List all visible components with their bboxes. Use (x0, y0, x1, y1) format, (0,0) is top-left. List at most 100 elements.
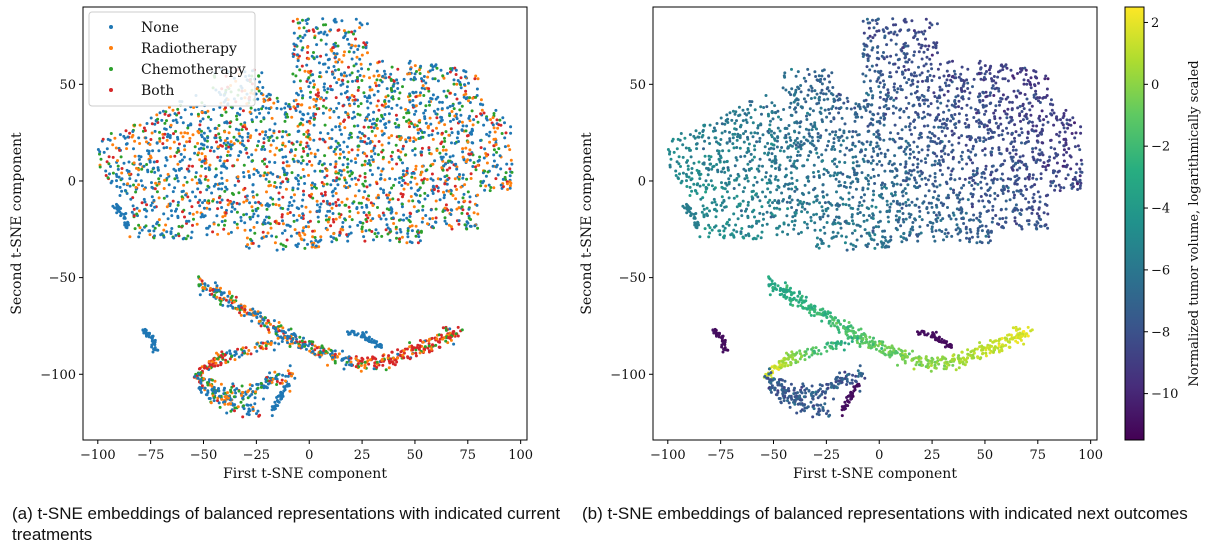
data-point (957, 99, 961, 103)
data-point (1078, 148, 1082, 152)
data-point (463, 75, 467, 79)
data-point (137, 136, 141, 140)
data-point (238, 311, 242, 315)
data-point (382, 213, 386, 217)
data-point (225, 154, 229, 157)
data-point (374, 84, 378, 88)
data-point (799, 147, 803, 151)
data-point (306, 144, 310, 148)
data-point (741, 190, 745, 194)
data-point (483, 169, 487, 173)
data-point (241, 415, 245, 419)
data-point (295, 177, 298, 181)
data-point (810, 89, 814, 93)
data-point (252, 225, 256, 229)
data-point (1018, 70, 1022, 74)
data-point (356, 148, 360, 152)
data-point (381, 117, 385, 121)
data-point (133, 123, 137, 127)
data-point (898, 116, 902, 120)
data-point (174, 129, 178, 133)
data-point (325, 228, 329, 232)
data-point (252, 167, 256, 171)
data-point (473, 224, 477, 228)
data-point (363, 118, 367, 122)
data-point (194, 171, 198, 175)
data-point (408, 125, 411, 129)
data-point (812, 200, 816, 204)
data-point (884, 26, 888, 30)
data-point (499, 183, 503, 187)
data-point (369, 140, 373, 144)
data-point (951, 148, 955, 152)
data-point (809, 150, 813, 154)
data-point (196, 376, 200, 380)
data-point (348, 225, 352, 229)
data-point (476, 120, 480, 124)
data-point (373, 152, 377, 156)
data-point (399, 350, 403, 354)
data-point (269, 143, 273, 147)
data-point (158, 137, 162, 141)
data-point (158, 139, 162, 143)
data-point (343, 50, 346, 54)
data-point (954, 122, 958, 126)
data-point (197, 275, 201, 279)
data-point (182, 183, 186, 187)
data-point (946, 206, 949, 209)
data-point (343, 91, 347, 95)
data-point (431, 162, 435, 166)
data-point (768, 190, 772, 194)
data-point (228, 352, 232, 356)
data-point (380, 358, 384, 362)
data-point (387, 160, 391, 164)
data-point (188, 136, 192, 140)
data-point (428, 103, 431, 107)
data-point (219, 138, 223, 142)
data-point (296, 59, 300, 63)
data-point (442, 190, 445, 194)
data-point (331, 218, 335, 221)
data-point (947, 84, 951, 87)
data-point (695, 142, 699, 146)
data-point (276, 336, 280, 340)
data-point (235, 307, 239, 311)
data-point (165, 146, 169, 149)
data-point (303, 33, 307, 37)
data-point (375, 365, 379, 369)
data-point (504, 171, 508, 175)
data-point (484, 174, 488, 178)
data-point (766, 201, 770, 204)
data-point (430, 336, 434, 340)
data-point (735, 230, 739, 234)
data-point (947, 140, 951, 143)
data-point (186, 131, 190, 135)
data-point (475, 87, 479, 91)
data-point (211, 288, 215, 292)
data-point (162, 196, 166, 200)
data-point (278, 185, 282, 189)
data-point (295, 206, 299, 210)
data-point (227, 290, 231, 294)
data-point (116, 164, 120, 168)
data-point (149, 116, 153, 120)
data-point (194, 175, 198, 179)
data-point (756, 126, 760, 130)
data-point (249, 106, 253, 110)
data-point (197, 372, 201, 376)
data-point (111, 143, 115, 147)
data-point (454, 162, 458, 166)
data-point (971, 169, 975, 173)
data-point (227, 145, 231, 149)
data-point (384, 122, 388, 126)
data-point (125, 142, 129, 146)
data-point (227, 131, 231, 135)
data-point (444, 339, 448, 343)
data-point (368, 62, 372, 66)
data-point (148, 143, 152, 146)
data-point (217, 124, 221, 127)
data-point (268, 128, 272, 132)
data-point (930, 230, 934, 233)
data-point (215, 140, 218, 144)
data-point (265, 173, 269, 177)
